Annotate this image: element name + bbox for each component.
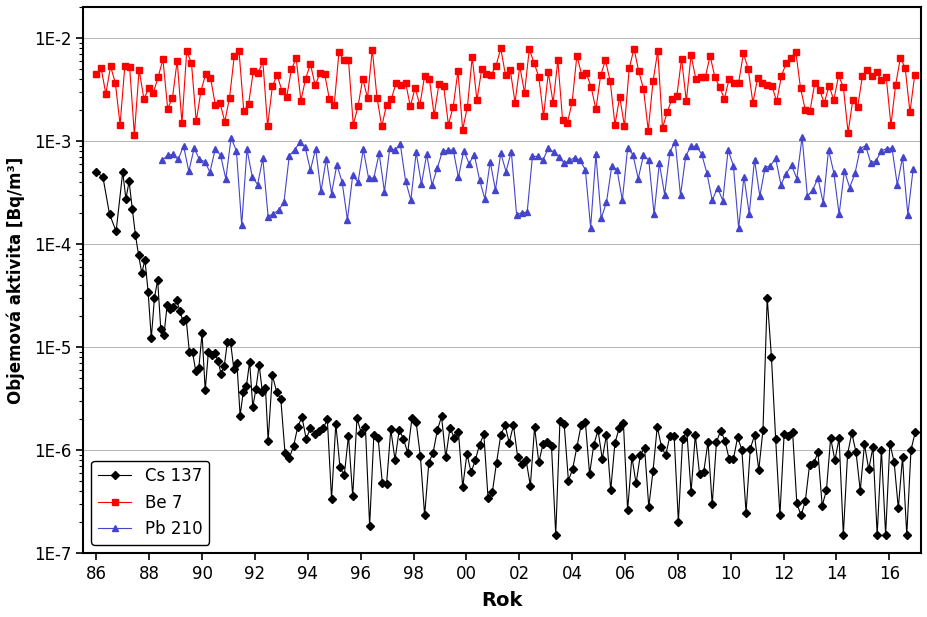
Pb 210 bbox=[410, 149, 421, 156]
Pb 210 bbox=[907, 165, 918, 173]
Cs 137 bbox=[482, 494, 493, 502]
Cs 137 bbox=[212, 357, 223, 365]
Be 7 bbox=[129, 131, 140, 138]
Be 7 bbox=[495, 44, 506, 52]
Pb 210 bbox=[732, 225, 743, 232]
Pb 210 bbox=[489, 186, 501, 194]
Y-axis label: Objemová aktivita [Bq/m³]: Objemová aktivita [Bq/m³] bbox=[6, 156, 25, 404]
Pb 210 bbox=[352, 178, 363, 186]
Legend: Cs 137, Be 7, Pb 210: Cs 137, Be 7, Pb 210 bbox=[92, 460, 209, 545]
Cs 137 bbox=[279, 450, 290, 457]
Cs 137 bbox=[908, 429, 920, 436]
Cs 137 bbox=[91, 168, 102, 176]
Cs 137 bbox=[689, 431, 700, 439]
Be 7 bbox=[547, 99, 558, 107]
Pb 210 bbox=[183, 168, 194, 175]
Be 7 bbox=[828, 96, 839, 104]
Be 7 bbox=[91, 70, 102, 77]
Be 7 bbox=[723, 75, 734, 83]
Pb 210 bbox=[795, 133, 806, 141]
Cs 137 bbox=[174, 307, 185, 315]
Line: Pb 210: Pb 210 bbox=[159, 135, 915, 231]
Line: Cs 137: Cs 137 bbox=[94, 169, 917, 537]
Cs 137 bbox=[550, 531, 561, 539]
Pb 210 bbox=[220, 175, 231, 183]
Be 7 bbox=[489, 62, 501, 70]
Pb 210 bbox=[463, 160, 474, 167]
Cs 137 bbox=[499, 421, 510, 429]
Be 7 bbox=[395, 81, 406, 89]
Line: Be 7: Be 7 bbox=[93, 45, 917, 138]
Pb 210 bbox=[157, 157, 168, 164]
X-axis label: Rok: Rok bbox=[481, 591, 522, 610]
Be 7 bbox=[908, 72, 920, 79]
Be 7 bbox=[694, 73, 705, 81]
